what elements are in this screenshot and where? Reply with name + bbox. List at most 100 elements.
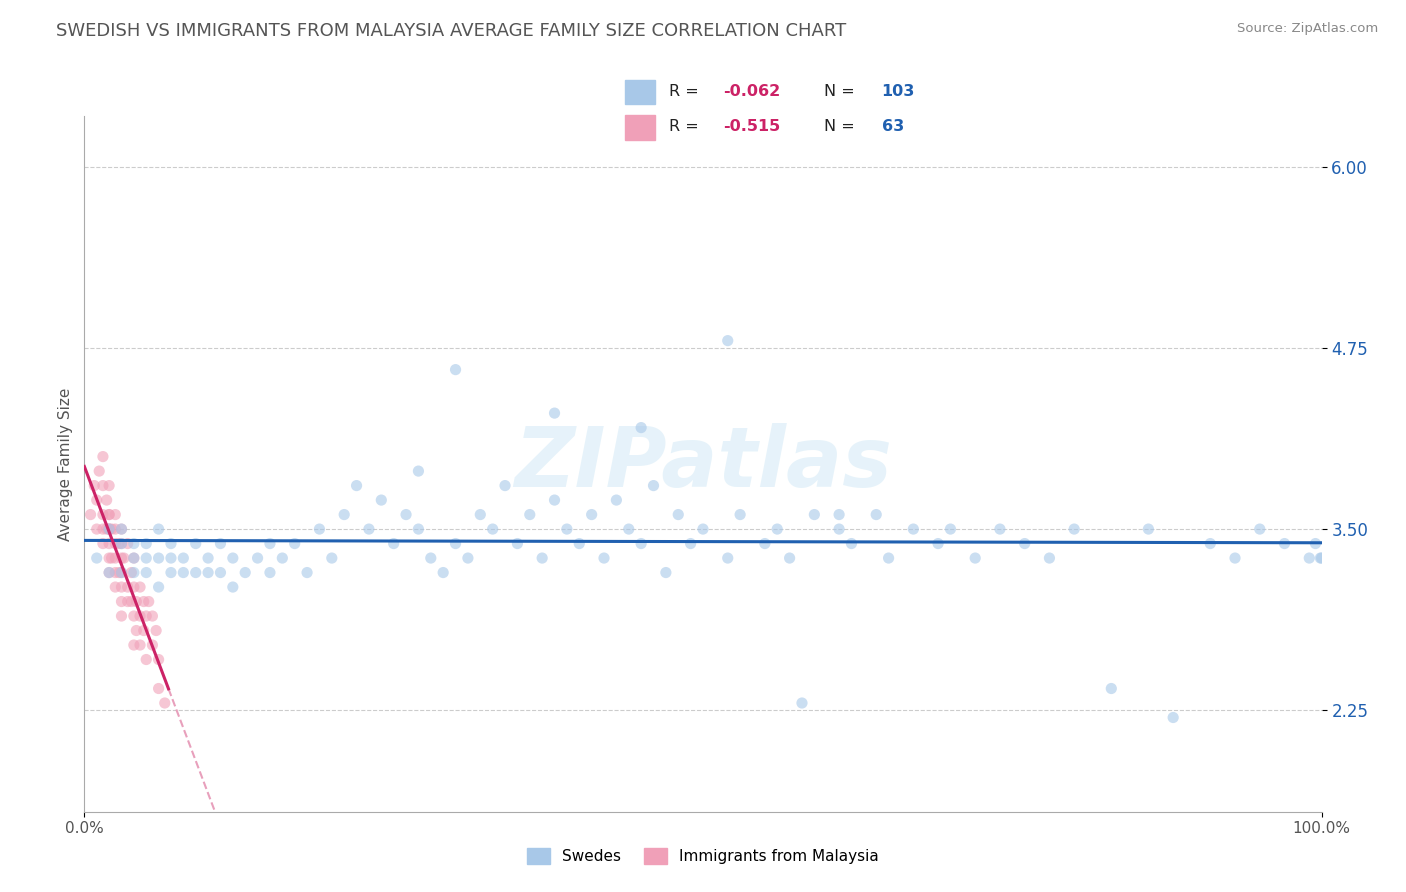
Point: [91, 508, 114, 522]
Point: [86, 493, 108, 508]
Point: [86, 522, 108, 536]
Point: [125, 594, 148, 608]
Point: [135, 551, 157, 566]
Point: [321, 551, 343, 566]
Point: [988, 522, 1011, 536]
Point: [120, 566, 142, 580]
Point: [494, 478, 516, 492]
Point: [172, 551, 194, 566]
Point: [91, 536, 114, 550]
Point: [108, 536, 131, 550]
Point: [132, 594, 155, 608]
Point: [470, 508, 492, 522]
Point: [865, 508, 887, 522]
Point: [543, 493, 565, 508]
Point: [593, 551, 616, 566]
Point: [1274, 536, 1296, 550]
Point: [803, 508, 825, 522]
Point: [408, 522, 430, 536]
Point: [184, 566, 207, 580]
Point: [666, 508, 689, 522]
Point: [129, 609, 152, 624]
Point: [1014, 536, 1036, 550]
Point: [1161, 710, 1184, 724]
Point: [89, 464, 111, 478]
Point: [543, 406, 565, 420]
Point: [122, 566, 145, 580]
Point: [197, 566, 219, 580]
Point: [122, 536, 145, 550]
Point: [1038, 551, 1060, 566]
Point: [132, 624, 155, 638]
Point: [122, 580, 145, 594]
Point: [1137, 522, 1160, 536]
Point: [148, 580, 170, 594]
Bar: [626, 79, 655, 104]
Point: [444, 536, 467, 550]
Point: [112, 551, 135, 566]
Point: [841, 536, 863, 550]
Point: [630, 536, 652, 550]
Point: [86, 551, 108, 566]
Point: [766, 522, 789, 536]
Point: [153, 696, 176, 710]
Point: [91, 478, 114, 492]
Point: [104, 508, 127, 522]
Point: [104, 580, 127, 594]
Point: [1310, 551, 1333, 566]
Point: [233, 566, 256, 580]
Point: [295, 566, 318, 580]
Text: 103: 103: [882, 85, 915, 99]
Point: [1305, 536, 1327, 550]
Point: [197, 551, 219, 566]
Point: [96, 522, 118, 536]
Point: [122, 609, 145, 624]
Point: [110, 566, 132, 580]
Point: [370, 493, 392, 508]
Point: [717, 551, 740, 566]
Point: [122, 551, 145, 566]
Point: [408, 464, 430, 478]
Point: [346, 478, 368, 492]
Point: [927, 536, 949, 550]
Point: [222, 580, 245, 594]
Point: [965, 551, 987, 566]
Point: [141, 609, 163, 624]
Point: [148, 551, 170, 566]
Point: [100, 522, 122, 536]
Point: [104, 536, 127, 550]
Point: [98, 508, 121, 522]
Point: [98, 522, 121, 536]
Point: [110, 536, 132, 550]
Point: [148, 681, 170, 696]
Point: [432, 566, 454, 580]
Y-axis label: Average Family Size: Average Family Size: [58, 387, 73, 541]
Point: [108, 566, 131, 580]
Point: [141, 638, 163, 652]
Point: [630, 420, 652, 434]
Point: [122, 638, 145, 652]
Point: [655, 566, 678, 580]
Point: [98, 522, 121, 536]
Point: [110, 580, 132, 594]
Point: [125, 624, 148, 638]
Text: N =: N =: [824, 120, 855, 134]
Point: [903, 522, 925, 536]
Point: [138, 594, 160, 608]
Point: [790, 696, 813, 710]
Point: [110, 566, 132, 580]
Point: [284, 536, 307, 550]
Point: [117, 594, 139, 608]
Text: R =: R =: [669, 120, 699, 134]
Point: [779, 551, 801, 566]
Point: [506, 536, 529, 550]
Point: [271, 551, 294, 566]
Point: [135, 652, 157, 666]
Point: [129, 580, 152, 594]
Point: [754, 536, 776, 550]
Point: [117, 536, 139, 550]
Point: [110, 522, 132, 536]
Point: [457, 551, 479, 566]
Point: [91, 522, 114, 536]
Point: [692, 522, 714, 536]
